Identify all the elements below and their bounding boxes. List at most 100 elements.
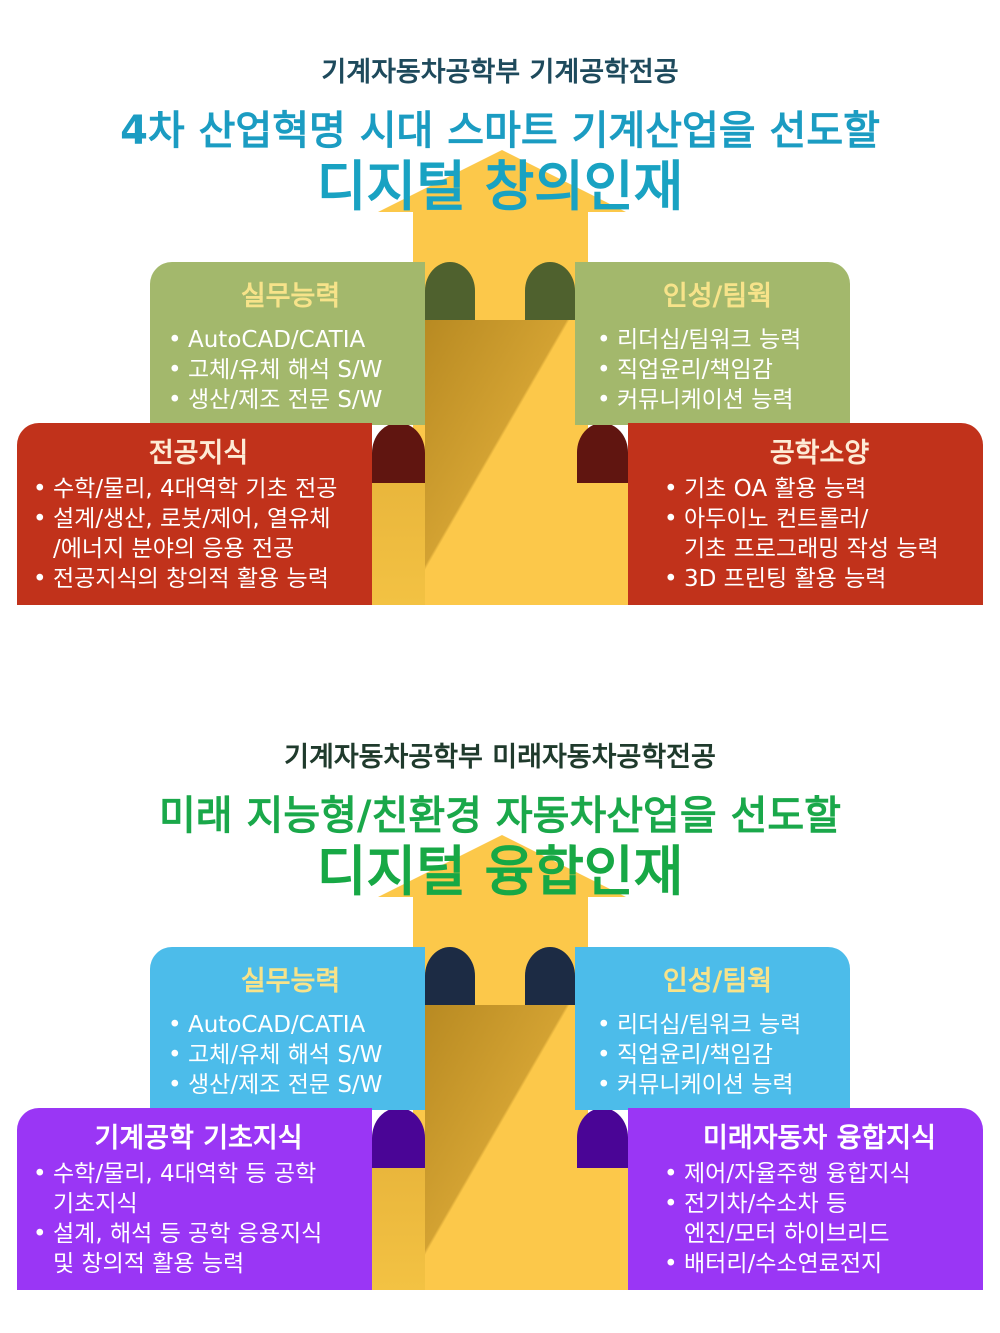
list-item-text: 기초 OA 활용 능력 [684, 476, 867, 502]
box-list: • 리더십/팀워크 능력 • 직업윤리/책임감 • 커뮤니케이션 능력 [595, 325, 840, 415]
list-item-text: 직업윤리/책임감 [617, 357, 773, 383]
bullet-icon: • [33, 1221, 47, 1247]
department-subtitle: 기계자동차공학부 기계공학전공 [321, 57, 679, 88]
list-item-text: 리더십/팀워크 능력 [617, 1012, 802, 1038]
list-item-text: 직업윤리/책임감 [617, 1042, 773, 1068]
bullet-icon: • [664, 476, 678, 502]
talent-headline: 디지털 창의인재 [316, 155, 684, 218]
box-tab [577, 1108, 628, 1168]
box-heading: 실무능력 [240, 281, 341, 312]
box-heading: 실무능력 [240, 966, 341, 997]
engineering-literacy-box: 공학소양 • 기초 OA 활용 능력 • 아두이노 컨트롤러/기초 프로그래밍 작성 능… [628, 423, 983, 605]
major-knowledge-box: 전공지식 • 수학/물리, 4대역학 기초 전공 • 설계/생산, 로봇/제어, 열유체… [17, 423, 372, 605]
list-item-text: 고체/유체 해석 S/W [188, 1042, 383, 1068]
list-item-text: /에너지 분야의 응용 전공 [53, 536, 295, 562]
box-list: • 리더십/팀워크 능력 • 직업윤리/책임감 • 커뮤니케이션 능력 [595, 1010, 840, 1100]
list-item: • 리더십/팀워크 능력 [595, 1010, 840, 1040]
engineering-literacy-box: 미래자동차 융합지식 • 제어/자율주행 융합지식 • 전기차/수소차 등 엔진/모터 하… [628, 1108, 983, 1290]
arrow-head [378, 150, 626, 212]
list-item-text: 커뮤니케이션 능력 [617, 387, 794, 413]
list-item: • 생산/제조 전문 S/W [166, 1070, 415, 1100]
list-item-text: 아두이노 컨트롤러/ [684, 506, 869, 532]
list-item-continuation: /에너지 분야의 응용 전공 [31, 534, 366, 564]
list-item: • 설계, 해석 등 공학 응용지식 [31, 1219, 366, 1249]
arrow-head [378, 835, 626, 897]
bullet-icon: • [597, 1012, 611, 1038]
arrow-shadow [372, 1168, 425, 1290]
bullet-icon: • [664, 1251, 678, 1277]
list-item: • 전기차/수소차 등 [662, 1189, 977, 1219]
box-tab [525, 262, 575, 320]
major-knowledge-box: 기계공학 기초지식 • 수학/물리, 4대역학 등 공학 기초지식 • 설계, 해석 등 … [17, 1108, 372, 1290]
box-list: • 수학/물리, 4대역학 기초 전공 • 설계/생산, 로봇/제어, 열유체/에너지… [31, 474, 366, 594]
bullet-icon: • [33, 566, 47, 592]
list-item-continuation: 및 창의적 활용 능력 [31, 1249, 366, 1279]
bullet-icon: • [33, 1161, 47, 1187]
list-item-text: 커뮤니케이션 능력 [617, 1072, 794, 1098]
section-1: 기계자동차공학부 기계공학전공 4차 산업혁명 시대 스마트 기계산업을 선도할… [0, 0, 1000, 620]
vision-title: 미래 지능형/친환경 자동차산업을 선도할 [159, 793, 841, 839]
character-teamwork-box: 인성/팀웍 • 리더십/팀워크 능력 • 직업윤리/책임감 • 커뮤니케이션 능력 [575, 262, 850, 425]
box-tab [425, 947, 475, 1005]
arrow-shadow [425, 320, 575, 605]
list-item-text: 설계/생산, 로봇/제어, 열유체 [53, 506, 331, 532]
list-item: • AutoCAD/CATIA [166, 1010, 415, 1040]
list-item: • 설계/생산, 로봇/제어, 열유체 [31, 504, 366, 534]
box-heading: 전공지식 [148, 438, 249, 469]
box-list: • 수학/물리, 4대역학 등 공학 기초지식 • 설계, 해석 등 공학 응용지식 및 … [31, 1159, 366, 1279]
list-item: • 제어/자율주행 융합지식 [662, 1159, 977, 1189]
box-tab [425, 262, 475, 320]
list-item-text: 고체/유체 해석 S/W [188, 357, 383, 383]
department-subtitle: 기계자동차공학부 미래자동차공학전공 [284, 742, 716, 773]
list-item: • 기초 OA 활용 능력 [662, 474, 977, 504]
arrow-shadow [425, 1005, 575, 1290]
box-heading: 기계공학 기초지식 [94, 1123, 303, 1154]
bullet-icon: • [168, 1072, 182, 1098]
bullet-icon: • [33, 476, 47, 502]
list-item: • 커뮤니케이션 능력 [595, 385, 840, 415]
box-tab [372, 423, 425, 483]
list-item: • 직업윤리/책임감 [595, 355, 840, 385]
list-item: • 아두이노 컨트롤러/ [662, 504, 977, 534]
box-list: • AutoCAD/CATIA • 고체/유체 해석 S/W • 생산/제조 전문 S/W [166, 1010, 415, 1100]
bullet-icon: • [597, 387, 611, 413]
list-item-text: 수학/물리, 4대역학 등 공학 [53, 1161, 317, 1187]
bullet-icon: • [168, 1042, 182, 1068]
box-tab [372, 1108, 425, 1168]
list-item-text: 3D 프린팅 활용 능력 [684, 566, 887, 592]
list-item: • 배터리/수소연료전지 [662, 1249, 977, 1279]
box-tab [525, 947, 575, 1005]
bullet-icon: • [597, 357, 611, 383]
bullet-icon: • [664, 1161, 678, 1187]
talent-headline: 디지털 융합인재 [316, 840, 684, 903]
list-item-text: 및 창의적 활용 능력 [53, 1251, 245, 1277]
box-list: • 제어/자율주행 융합지식 • 전기차/수소차 등 엔진/모터 하이브리드 • 배터리/수… [662, 1159, 977, 1279]
list-item: • 수학/물리, 4대역학 기초 전공 [31, 474, 366, 504]
box-list: • 기초 OA 활용 능력 • 아두이노 컨트롤러/기초 프로그래밍 작성 능력 • 3D… [662, 474, 977, 594]
list-item-text: AutoCAD/CATIA [188, 1012, 366, 1038]
bullet-icon: • [597, 327, 611, 353]
list-item-text: 수학/물리, 4대역학 기초 전공 [53, 476, 338, 502]
bullet-icon: • [33, 506, 47, 532]
bullet-icon: • [597, 1042, 611, 1068]
box-heading: 공학소양 [769, 438, 870, 469]
box-heading: 인성/팀웍 [662, 281, 773, 312]
list-item-text: 배터리/수소연료전지 [684, 1251, 883, 1277]
bullet-icon: • [664, 506, 678, 532]
bullet-icon: • [597, 1072, 611, 1098]
list-item-text: 생산/제조 전문 S/W [188, 387, 383, 413]
bullet-icon: • [168, 357, 182, 383]
practical-skills-box: 실무능력 • AutoCAD/CATIA • 고체/유체 해석 S/W • 생산/제조 전문… [150, 947, 425, 1110]
list-item: • 직업윤리/책임감 [595, 1040, 840, 1070]
list-item-text: 기초 프로그래밍 작성 능력 [684, 536, 939, 562]
practical-skills-box: 실무능력 • AutoCAD/CATIA • 고체/유체 해석 S/W • 생산/제조 전문… [150, 262, 425, 425]
section-2: 기계자동차공학부 미래자동차공학전공 미래 지능형/친환경 자동차산업을 선도할… [0, 685, 1000, 1305]
bullet-icon: • [168, 327, 182, 353]
list-item-continuation: 엔진/모터 하이브리드 [662, 1219, 977, 1249]
bullet-icon: • [664, 1191, 678, 1217]
list-item: • AutoCAD/CATIA [166, 325, 415, 355]
list-item: • 커뮤니케이션 능력 [595, 1070, 840, 1100]
box-heading: 미래자동차 융합지식 [703, 1123, 936, 1154]
bullet-icon: • [168, 1012, 182, 1038]
list-item-text: 엔진/모터 하이브리드 [684, 1221, 890, 1247]
